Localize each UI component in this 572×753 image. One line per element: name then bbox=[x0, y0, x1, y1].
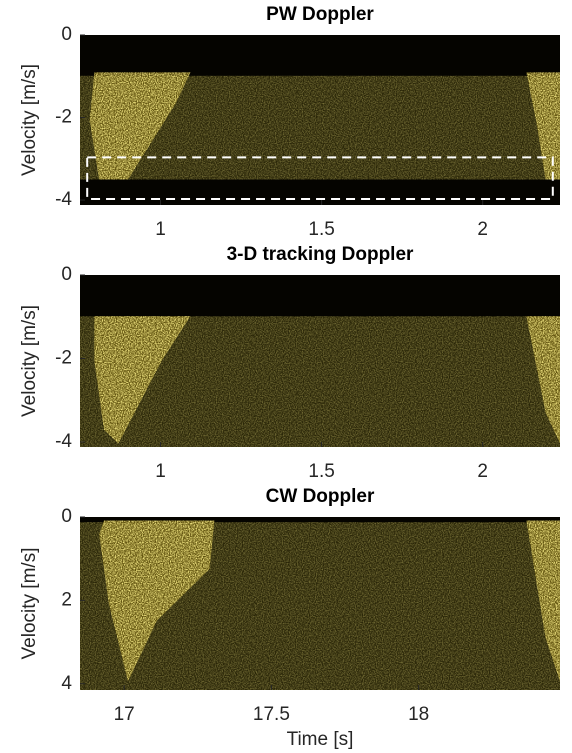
selection-box bbox=[86, 156, 554, 201]
y-tick-label: 0 bbox=[61, 506, 72, 527]
x-tick-label: 17.5 bbox=[253, 704, 290, 725]
chart-title: 3-D tracking Doppler bbox=[227, 244, 414, 265]
y-tick-label: -4 bbox=[55, 431, 72, 452]
x-tick-label: 18 bbox=[408, 704, 429, 725]
x-axis-label: Time [s] bbox=[287, 729, 354, 750]
y-axis-label: Velocity [m/s] bbox=[19, 64, 40, 176]
y-tick-label: 2 bbox=[61, 589, 72, 610]
bright-flow bbox=[526, 520, 560, 682]
spectrogram bbox=[80, 275, 560, 447]
bright-flow bbox=[94, 316, 191, 444]
y-tick-label: -2 bbox=[55, 107, 72, 128]
chart-title: PW Doppler bbox=[266, 4, 374, 25]
x-tick-label: 1.5 bbox=[308, 219, 334, 240]
y-axis-label: Velocity [m/s] bbox=[19, 548, 40, 660]
x-tick-label: 2 bbox=[477, 461, 488, 482]
x-tick-label: 17 bbox=[114, 704, 135, 725]
bright-flow bbox=[526, 316, 560, 444]
y-axis-label: Velocity [m/s] bbox=[19, 305, 40, 417]
y-tick-label: -4 bbox=[55, 189, 72, 210]
chart-title: CW Doppler bbox=[266, 486, 375, 507]
y-tick-label: 0 bbox=[61, 264, 72, 285]
bright-flow bbox=[99, 520, 215, 682]
x-tick-label: 1.5 bbox=[308, 461, 334, 482]
x-tick-label: 2 bbox=[477, 219, 488, 240]
bright-flow bbox=[89, 72, 191, 180]
bright-flow bbox=[526, 72, 560, 180]
y-tick-label: 4 bbox=[61, 673, 72, 694]
spectrogram bbox=[80, 517, 560, 690]
y-tick-label: -2 bbox=[55, 348, 72, 369]
x-tick-label: 1 bbox=[155, 219, 166, 240]
spectrogram bbox=[80, 35, 560, 205]
y-tick-label: 0 bbox=[61, 24, 72, 45]
x-tick-label: 1 bbox=[155, 461, 166, 482]
